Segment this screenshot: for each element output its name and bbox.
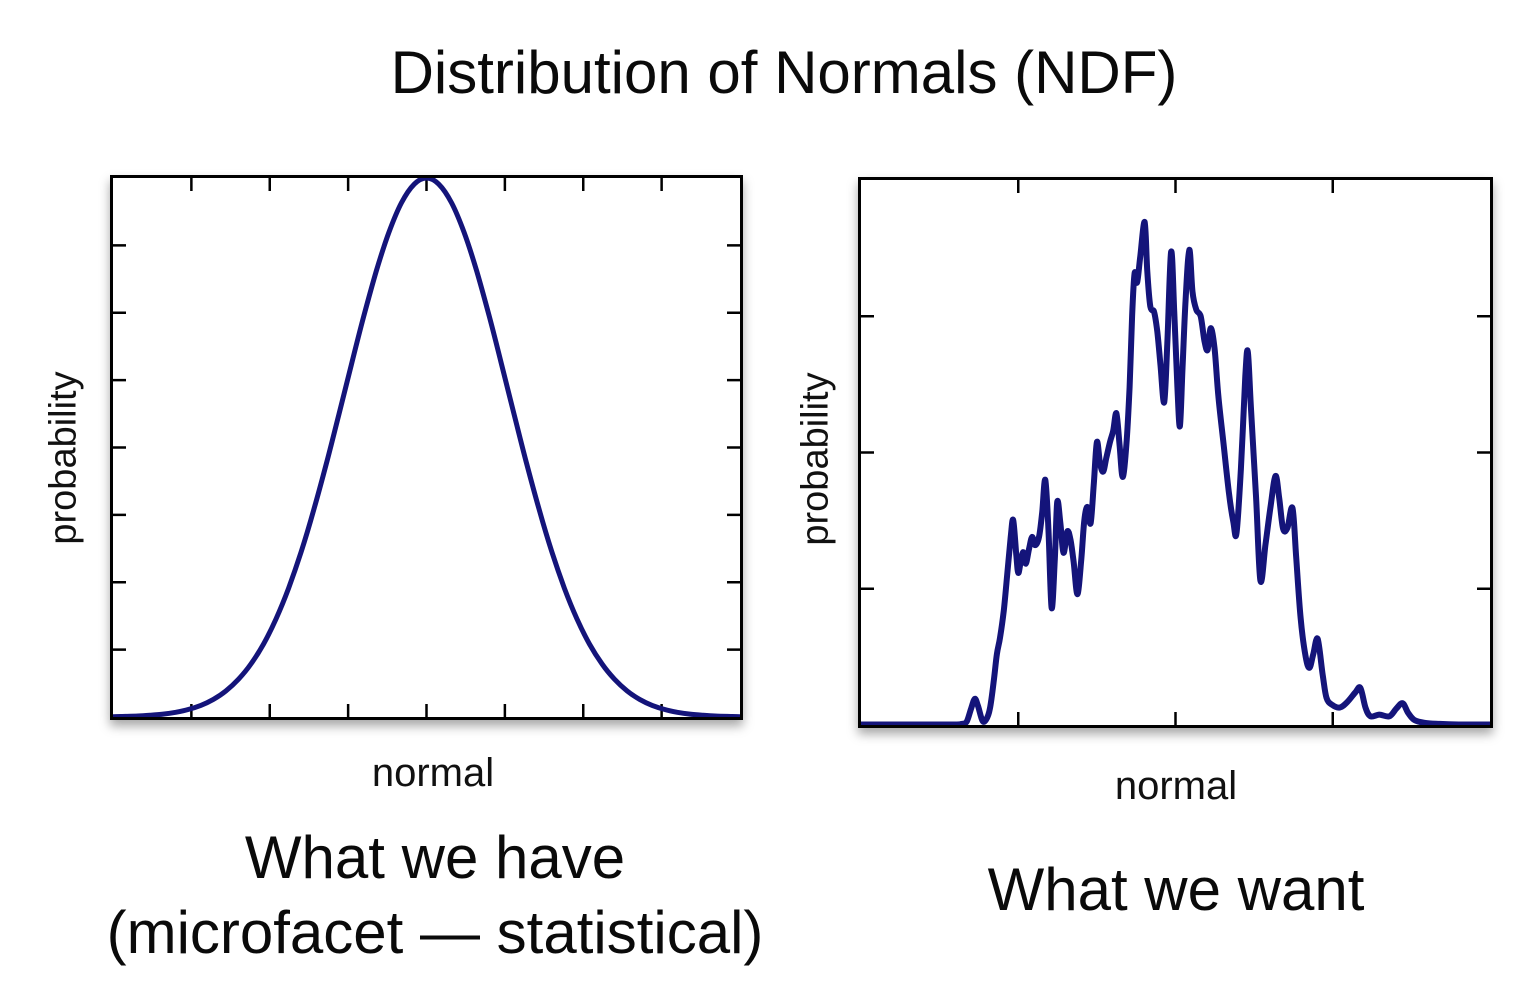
left-y-axis-label: probability bbox=[42, 371, 85, 545]
distribution-curve bbox=[861, 218, 1490, 725]
right-chart-caption: What we want bbox=[988, 858, 1365, 922]
right-caption-line1: What we want bbox=[987, 856, 1365, 923]
left-chart-caption: What we have (microfacet — statistical) bbox=[107, 820, 764, 970]
ndf-smooth-plot-frame bbox=[110, 175, 743, 720]
left-caption-line2: (microfacet — statistical) bbox=[106, 899, 764, 966]
right-x-axis-label: normal bbox=[1114, 764, 1238, 808]
right-y-axis-label: probability bbox=[794, 372, 837, 546]
left-x-axis-label: normal bbox=[371, 751, 495, 795]
slide-title: Distribution of Normals (NDF) bbox=[390, 39, 1178, 106]
ndf-noisy-plot bbox=[861, 180, 1490, 725]
ndf-smooth-plot bbox=[113, 178, 740, 717]
left-caption-line1: What we have bbox=[244, 824, 626, 891]
ndf-noisy-plot-frame bbox=[858, 177, 1493, 728]
distribution-curve bbox=[113, 178, 740, 717]
